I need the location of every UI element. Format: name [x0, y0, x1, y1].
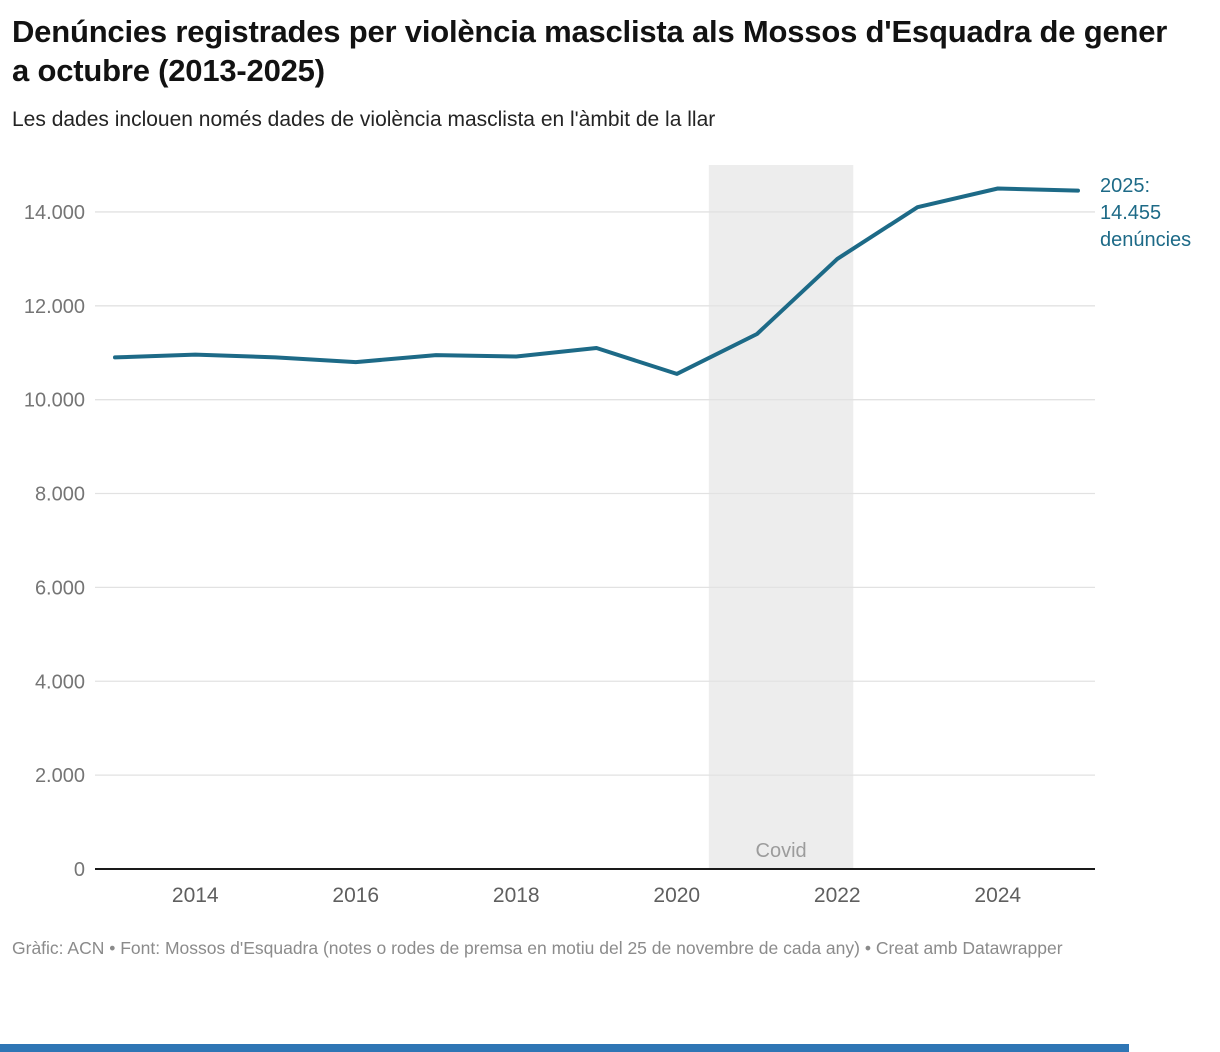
x-tick-label: 2014 [172, 884, 219, 907]
y-tick-label: 2.000 [35, 766, 85, 788]
y-tick-label: 14.000 [24, 202, 85, 224]
brand-color-bar [0, 1044, 1129, 1052]
x-tick-label: 2020 [653, 884, 700, 907]
y-tick-label: 10.000 [24, 390, 85, 412]
data-line-denuncies [113, 186, 1080, 377]
y-tick-label: 8.000 [35, 484, 85, 506]
chart-credit: Gràfic: ACN • Font: Mossos d'Esquadra (n… [12, 938, 1063, 959]
y-tick-label: 4.000 [35, 672, 85, 694]
covid-band [708, 165, 854, 870]
covid-band-label: Covid [756, 840, 807, 862]
y-tick-label: 0 [74, 859, 85, 881]
chart-title: Denúncies registrades per violència masc… [12, 14, 1168, 89]
y-tick-label: 12.000 [24, 296, 85, 318]
x-tick-label: 2018 [493, 884, 540, 907]
value-annotation-2025: 2025: 14.455 denúncies [1100, 175, 1192, 252]
chart-header: Denúncies registrades per violència masc… [0, 0, 1220, 133]
chart-subtitle: Les dades inclouen només dades de violèn… [12, 108, 716, 132]
x-tick-label: 2022 [814, 884, 861, 907]
line-chart-area: 0 2.000 4.000 6.000 8.000 10.000 12.000 14.000 C… [0, 165, 1220, 930]
y-tick-label: 6.000 [35, 578, 85, 600]
x-tick-label: 2024 [974, 884, 1021, 907]
x-tick-label: 2016 [332, 884, 379, 907]
line-chart: 0 2.000 4.000 6.000 8.000 10.000 12.000 14.000 C… [24, 165, 1095, 907]
